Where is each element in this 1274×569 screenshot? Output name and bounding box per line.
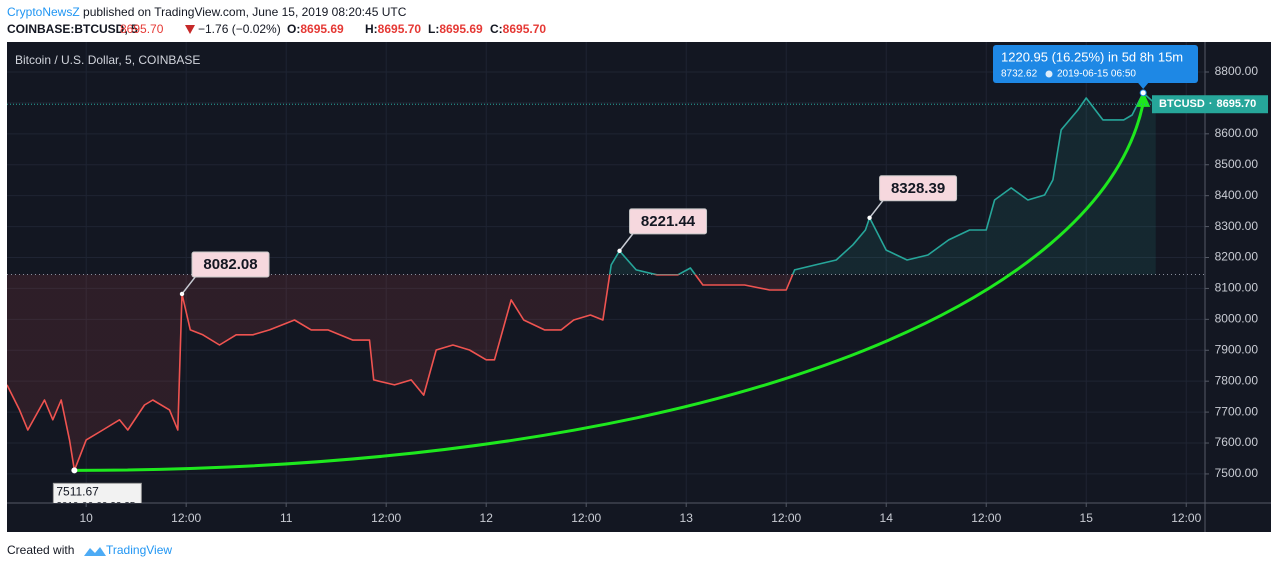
y-tick-label: 7700.00 xyxy=(1215,404,1259,418)
measure-pointer xyxy=(1138,83,1149,89)
tradingview-logo xyxy=(84,547,106,556)
callout-pointer xyxy=(868,199,885,219)
y-tick-label: 7500.00 xyxy=(1215,466,1259,480)
y-tick-label: 8800.00 xyxy=(1215,64,1259,78)
change: −1.76 (−0.02%) xyxy=(198,22,281,36)
x-tick-label: 13 xyxy=(680,511,694,525)
footer-text: Created with xyxy=(7,543,74,557)
price-tag-text: BTCUSD · 8695.70 xyxy=(1159,98,1256,110)
ohlc-item: C:8695.70 xyxy=(490,22,546,36)
x-tick-label: 12:00 xyxy=(571,511,601,525)
clock-icon xyxy=(1045,70,1053,78)
ohlc: O:8695.69 H:8695.70 L:8695.69 C:8695.70 xyxy=(287,22,546,36)
callout-pointer xyxy=(181,275,197,295)
ohlc-item: L:8695.69 xyxy=(428,22,483,36)
ohlc-value: 8695.69 xyxy=(439,22,483,36)
y-tick-label: 8100.00 xyxy=(1215,281,1259,295)
ohlc-item: H:8695.70 xyxy=(365,22,421,36)
y-tick-label: 8300.00 xyxy=(1215,219,1259,233)
callout-box xyxy=(629,208,708,235)
callout-box xyxy=(191,251,270,278)
point xyxy=(71,467,78,474)
ohlc-item: O:8695.69 xyxy=(287,22,344,36)
area xyxy=(7,92,1156,471)
y-tick-label: 8000.00 xyxy=(1215,312,1259,326)
arrow-head xyxy=(1136,90,1151,107)
down-arrow-icon xyxy=(185,25,195,34)
callout-label: 8328.39 xyxy=(891,180,945,197)
trend-arrow xyxy=(74,102,1145,472)
measure-box xyxy=(993,45,1198,83)
chart-title: Bitcoin / U.S. Dollar, 5, COINBASE xyxy=(15,53,200,67)
chart: 7500.00 7600.00 7700.00 7800.00 7900.00 8000.… xyxy=(7,42,1271,532)
symbol: COINBASE:BTCUSD, 5 xyxy=(7,22,138,36)
separator: · xyxy=(1209,98,1213,110)
x-tick-label: 12 xyxy=(480,511,494,525)
x-tick-label: 12:00 xyxy=(971,511,1001,525)
ohlc-value: 8695.69 xyxy=(300,22,344,36)
x-tick-label: 11 xyxy=(280,511,293,525)
publisher[interactable]: CryptoNewsZ xyxy=(7,5,80,19)
ohlc-value: 8695.70 xyxy=(503,22,547,36)
measure-value: 8732.62 xyxy=(1001,69,1038,80)
price-tag xyxy=(1152,95,1268,114)
callout-box xyxy=(879,175,958,202)
callout-pointer xyxy=(618,232,635,252)
point xyxy=(1139,89,1147,97)
y-tick-label: 7900.00 xyxy=(1215,342,1259,356)
y-tick-label: 8200.00 xyxy=(1215,250,1259,264)
measure-date: 2019-06-15 06:50 xyxy=(1057,69,1136,80)
point xyxy=(617,248,622,254)
x-tick-label: 12:00 xyxy=(771,511,801,525)
price: 8695.70 xyxy=(120,22,164,36)
x-tick-label: 10 xyxy=(79,511,93,525)
measure-text: 1220.95 (16.25%) in 5d 8h 15m xyxy=(1001,49,1183,64)
last-price: 8695.70 xyxy=(1217,98,1257,110)
x-tick-label: 15 xyxy=(1080,511,1094,525)
series-name: BTCUSD xyxy=(1159,98,1205,110)
point xyxy=(179,291,185,297)
callout-label: 8221.44 xyxy=(641,213,696,230)
tooltip-box xyxy=(52,482,142,503)
plot xyxy=(7,90,1205,472)
tooltip-date: 2019-06-09 22:35 xyxy=(56,501,135,512)
ohlc-label: O: xyxy=(287,22,300,36)
y-tick-label: 8500.00 xyxy=(1215,157,1259,171)
footer-brand[interactable]: TradingView xyxy=(106,543,172,557)
ohlc-value: 8695.70 xyxy=(378,22,422,36)
y-tick-label: 8400.00 xyxy=(1215,188,1259,202)
price-line xyxy=(7,92,1157,472)
y-tick-label: 7600.00 xyxy=(1215,435,1259,449)
x-tick-label: 12:00 xyxy=(371,511,401,525)
tooltip-value: 7511.67 xyxy=(56,484,99,498)
y-tick-label: 7800.00 xyxy=(1215,373,1259,387)
x-tick-label: 12:00 xyxy=(1171,511,1201,525)
ohlc-label: H: xyxy=(365,22,378,36)
ohlc-label: L: xyxy=(428,22,439,36)
x-tick-label: 14 xyxy=(880,511,894,525)
y-tick-label: 8600.00 xyxy=(1215,126,1259,140)
x-tick-label: 12:00 xyxy=(171,511,201,525)
callout-label: 8082.08 xyxy=(203,256,257,273)
header-line: CryptoNewsZ published on TradingView.com… xyxy=(7,5,407,19)
published: published on TradingView.com, June 15, 2… xyxy=(83,5,407,19)
low-tooltip: 7511.67 2019-06-09 22:35 xyxy=(52,482,142,512)
point xyxy=(867,215,872,221)
ohlc-label: C: xyxy=(490,22,503,36)
